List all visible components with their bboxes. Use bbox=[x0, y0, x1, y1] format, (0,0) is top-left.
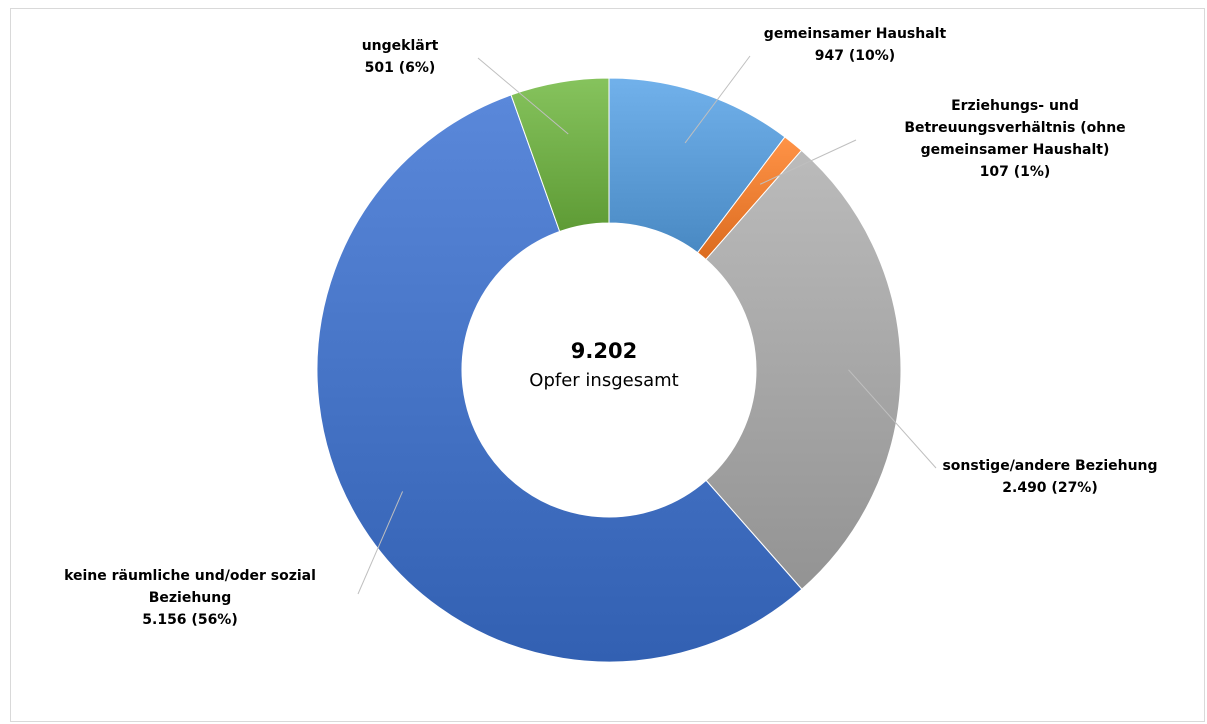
leader-line-4 bbox=[477, 57, 569, 135]
leader-line-3 bbox=[357, 491, 404, 595]
labels-group: gemeinsamer Haushalt 947 (10%) Erziehungs-… bbox=[64, 26, 1157, 628]
slice-label-4: ungeklärt 501 (6%) bbox=[362, 38, 439, 76]
slice-label-3: keine räumliche und/oder sozial Beziehung… bbox=[64, 568, 316, 628]
center-subtitle: Opfer insgesamt bbox=[529, 370, 678, 391]
center-total: 9.202 bbox=[571, 339, 637, 363]
slice-label-line: ungeklärt bbox=[362, 38, 439, 54]
slice-label-line: gemeinsamer Haushalt) bbox=[921, 142, 1110, 158]
slices-group bbox=[316, 77, 902, 663]
slice-label-line: Beziehung bbox=[149, 590, 232, 606]
slice-label-line: 107 (1%) bbox=[980, 164, 1051, 180]
slice-label-line: 5.156 (56%) bbox=[142, 612, 237, 628]
leader-line-1 bbox=[759, 139, 857, 185]
slice-label-line: gemeinsamer Haushalt bbox=[764, 26, 947, 42]
slice-2 bbox=[705, 149, 902, 590]
slice-label-line: sonstige/andere Beziehung bbox=[942, 458, 1157, 474]
slice-label-line: 501 (6%) bbox=[365, 60, 436, 76]
slice-label-0: gemeinsamer Haushalt 947 (10%) bbox=[764, 26, 947, 64]
leader-lines-group bbox=[357, 55, 937, 595]
slice-label-2: sonstige/andere Beziehung 2.490 (27%) bbox=[942, 458, 1157, 496]
slice-3 bbox=[316, 94, 803, 663]
slice-label-line: 2.490 (27%) bbox=[1002, 480, 1097, 496]
slice-label-line: 947 (10%) bbox=[815, 48, 895, 64]
slice-label-line: Betreuungsverhältnis (ohne bbox=[904, 120, 1125, 136]
leader-line-2 bbox=[848, 369, 937, 469]
slice-label-line: Erziehungs- und bbox=[951, 98, 1079, 114]
slice-label-line: keine räumliche und/oder sozial bbox=[64, 568, 316, 584]
slice-label-1: Erziehungs- und Betreuungsverhältnis (ohn… bbox=[904, 98, 1125, 180]
leader-line-0 bbox=[684, 55, 751, 144]
slice-4 bbox=[510, 77, 610, 233]
